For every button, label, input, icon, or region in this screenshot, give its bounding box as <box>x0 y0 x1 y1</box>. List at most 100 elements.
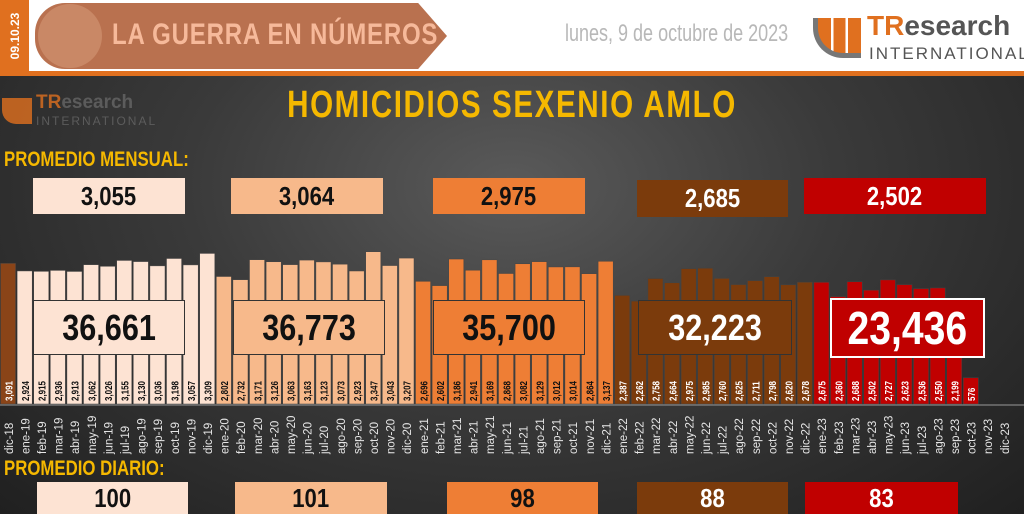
bar-ene-19 <box>16 270 33 405</box>
bar-dic-22 <box>797 281 813 405</box>
logo-watermark: TResearch INTERNATIONAL <box>2 92 155 132</box>
date-strip: 09.10.23 <box>0 0 29 72</box>
banner <box>35 3 447 69</box>
bar-value-label: 2,864 <box>584 381 595 401</box>
bar-value-label: 2,688 <box>850 381 861 401</box>
bar-value-label: 3,036 <box>153 381 164 401</box>
month-label: dic-19 <box>203 423 215 454</box>
month-label: ago-20 <box>336 418 348 454</box>
daily-avg-box-2022-value: 88 <box>700 482 725 513</box>
mexico-map-icon <box>38 4 102 68</box>
chart-title: HOMICIDIOS SEXENIO AMLO <box>287 84 737 126</box>
month-label: sep-20 <box>352 419 364 454</box>
bar-value-label: 3,309 <box>203 381 214 401</box>
month-label: dic-18 <box>4 423 16 454</box>
bar-value-label: 3,130 <box>136 381 147 401</box>
monthly-avg-box-2020-value: 3,064 <box>279 180 335 211</box>
bar-value-label: 2,620 <box>784 381 795 401</box>
bar-ene-21 <box>415 281 431 405</box>
date-text: lunes, 9 de octubre de 2023 <box>565 20 789 47</box>
bar-value-label: 3,126 <box>269 381 280 401</box>
month-label: ago-22 <box>734 418 746 454</box>
month-label: mar-20 <box>253 418 265 454</box>
daily-avg-box-2023: 83 <box>805 482 958 514</box>
month-label: may-21 <box>485 416 497 454</box>
month-label: sep-23 <box>950 419 962 454</box>
bar-ene-22 <box>614 295 631 405</box>
month-label: feb-19 <box>37 421 49 454</box>
month-label: oct-21 <box>568 422 580 454</box>
month-label: ago-21 <box>535 418 547 454</box>
month-label: ene-19 <box>20 418 32 454</box>
bar-value-label: 2,868 <box>501 381 512 401</box>
total-box-2022-value: 32,223 <box>668 306 762 348</box>
bar-value-label: 2,936 <box>53 381 64 401</box>
bar-value-label: 2,199 <box>950 381 961 401</box>
bar-value-label: 2,924 <box>20 381 31 401</box>
month-label: feb-23 <box>834 421 846 454</box>
daily-avg-box-2021-value: 98 <box>510 482 535 513</box>
bar-value-label: 3,137 <box>601 381 612 401</box>
month-label: jun-23 <box>900 422 912 455</box>
bar-value-label: 2,913 <box>70 381 81 401</box>
month-label: sep-22 <box>751 419 763 454</box>
bar-value-label: 3,169 <box>485 381 496 401</box>
bar-value-label: 3,207 <box>402 381 413 401</box>
bar-value-label: 2,675 <box>817 381 828 401</box>
bar-value-label: 2,536 <box>916 381 927 401</box>
monthly-avg-box-2022: 2,685 <box>637 180 788 217</box>
bar-value-label: 2,802 <box>219 381 230 401</box>
monthly-avg-box-2022-value: 2,685 <box>684 183 741 213</box>
month-label: sep-21 <box>552 419 564 454</box>
bar-oct-23 <box>963 377 979 405</box>
monthly-avg-box-2021: 2,975 <box>433 178 585 214</box>
daily-avg-box-2023-value: 83 <box>869 482 894 513</box>
bar-value-label: 3,014 <box>568 381 579 401</box>
bar-value-label: 3,073 <box>335 381 346 401</box>
month-label: ago-23 <box>933 418 945 454</box>
bar-value-label: 2,387 <box>618 381 629 401</box>
month-label: may-20 <box>286 416 298 454</box>
bar-value-label: 2,602 <box>435 381 446 401</box>
month-label: dic-21 <box>601 423 613 454</box>
month-label: dic-23 <box>1000 423 1012 454</box>
monthly-avg-label: PROMEDIO MENSUAL: <box>4 148 189 171</box>
bar-value-label: 3,012 <box>551 381 562 401</box>
bar-ene-20 <box>216 276 232 405</box>
bar-value-label: 2,623 <box>900 381 911 401</box>
daily-avg-box-2019: 100 <box>37 482 188 514</box>
month-label: abr-21 <box>469 421 481 454</box>
bar-value-label: 2,760 <box>717 381 728 401</box>
bar-dic-18 <box>0 263 16 405</box>
month-label: jun-22 <box>701 422 713 455</box>
total-box-2023-value: 23,436 <box>847 302 968 354</box>
month-label: nov-21 <box>585 419 597 454</box>
bar-value-label: 3,082 <box>518 381 529 401</box>
bar-dic-21 <box>597 261 614 405</box>
month-label: dic-22 <box>801 423 813 454</box>
bar-value-label: 3,062 <box>86 381 97 401</box>
total-box-2022: 32,223 <box>638 300 792 355</box>
bar-value-label: 2,923 <box>352 381 363 401</box>
month-label: oct-22 <box>767 422 779 454</box>
bar-value-label: 3,155 <box>120 381 131 401</box>
monthly-avg-box-2020: 3,064 <box>231 178 383 214</box>
month-label: oct-23 <box>967 422 979 454</box>
month-label: feb-21 <box>435 421 447 454</box>
bar-value-label: 2,941 <box>468 381 479 401</box>
month-label: ene-22 <box>618 418 630 454</box>
month-label: abr-23 <box>867 421 879 454</box>
month-label: may-19 <box>87 416 99 454</box>
bar-value-label: 3,043 <box>385 381 396 401</box>
bar-dic-19 <box>199 253 216 405</box>
month-label: jun-21 <box>502 422 514 455</box>
bar-value-label: 2,798 <box>767 381 778 401</box>
bar-value-label: 2,985 <box>701 381 712 401</box>
month-label: mar-22 <box>651 418 663 454</box>
bar-value-label: 3,171 <box>252 381 263 401</box>
month-label: nov-23 <box>983 419 995 454</box>
total-box-2023: 23,436 <box>830 298 985 358</box>
daily-avg-box-2020: 101 <box>235 482 387 514</box>
month-label: mar-21 <box>452 418 464 454</box>
bar-value-label: 2,975 <box>684 381 695 401</box>
